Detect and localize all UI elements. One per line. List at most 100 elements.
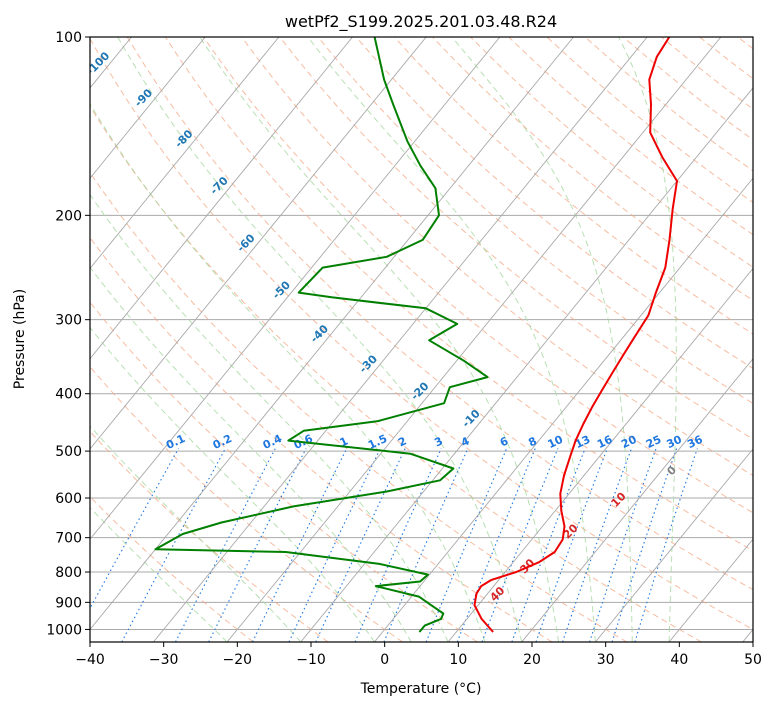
mixing-ratio-label: 25 bbox=[644, 433, 663, 451]
dry-adiabat-line bbox=[432, 37, 753, 301]
isotherm-line bbox=[742, 628, 753, 642]
mixing-ratio-line bbox=[315, 448, 406, 642]
dry-adiabat-line bbox=[317, 37, 753, 404]
dry-adiabat-label: -80 bbox=[172, 127, 195, 150]
x-axis-label: Temperature (°C) bbox=[360, 681, 482, 697]
dry-adiabat-line bbox=[90, 37, 753, 630]
y-tick-label: 800 bbox=[55, 565, 82, 581]
dry-adiabat-line bbox=[546, 37, 753, 204]
mixing-ratio-line bbox=[535, 448, 608, 642]
mixing-ratio-lines bbox=[90, 448, 698, 642]
isotherm-label: 10 bbox=[609, 490, 629, 510]
mixing-ratio-line bbox=[288, 448, 381, 642]
x-tick-label: −20 bbox=[223, 652, 253, 668]
dry-adiabat-line bbox=[90, 366, 403, 642]
mixing-ratio-label: 0.4 bbox=[261, 432, 284, 452]
dry-adiabat-label: -50 bbox=[270, 278, 293, 301]
isotherm-line bbox=[90, 37, 574, 631]
moist-adiabat-line bbox=[618, 37, 677, 642]
sounding-series bbox=[154, 37, 678, 633]
moist-adiabat-line bbox=[90, 193, 449, 642]
dry-adiabat-line bbox=[90, 430, 329, 642]
mixing-ratio-label: 36 bbox=[685, 433, 705, 451]
y-tick-label: 900 bbox=[55, 595, 82, 611]
mixing-ratio-label: 20 bbox=[619, 433, 639, 451]
mixing-ratio-label: 10 bbox=[546, 433, 566, 451]
mixing-ratio-label: 16 bbox=[595, 433, 615, 451]
y-tick-label: 400 bbox=[55, 387, 82, 403]
temperature-line bbox=[473, 37, 678, 633]
dry-adiabat-line bbox=[279, 37, 753, 440]
mixing-ratio-line bbox=[481, 448, 559, 642]
dry-adiabat-label: -10 bbox=[460, 407, 483, 430]
dry-adiabat-label: -40 bbox=[308, 322, 331, 345]
mixing-ratio-line bbox=[383, 448, 469, 642]
x-tick-label: −40 bbox=[75, 652, 105, 668]
dewpoint-line bbox=[154, 37, 489, 633]
dry-adiabat-line bbox=[661, 37, 753, 110]
plot-frame bbox=[89, 36, 754, 643]
isotherm-line bbox=[226, 37, 722, 642]
dry-adiabat-line bbox=[393, 37, 753, 335]
moist-adiabat-line bbox=[90, 326, 375, 642]
dry-adiabat-line bbox=[508, 37, 753, 236]
x-tick-label: 0 bbox=[380, 652, 389, 668]
mixing-ratio-line bbox=[354, 448, 442, 642]
mixing-ratio-line bbox=[511, 448, 586, 642]
moist-adiabat-line bbox=[199, 37, 560, 642]
dry-adiabat-label: -20 bbox=[408, 379, 431, 402]
isotherm-line bbox=[90, 37, 206, 179]
x-tick-label: 40 bbox=[670, 652, 688, 668]
dry-adiabat-label: -60 bbox=[234, 231, 257, 254]
mixing-ratio-line bbox=[90, 448, 179, 610]
dry-adiabat-line bbox=[470, 37, 753, 268]
isotherm-line bbox=[0, 37, 58, 642]
chart-title: wetPf2_S199.2025.201.03.48.R24 bbox=[285, 12, 557, 32]
mixing-ratio-label: 2 bbox=[396, 434, 408, 449]
y-tick-label: 700 bbox=[55, 531, 82, 547]
x-tick-label: 30 bbox=[597, 652, 615, 668]
isotherm-line bbox=[90, 37, 501, 540]
mixing-ratio-label: 4 bbox=[459, 434, 472, 449]
isotherm-line bbox=[90, 37, 353, 360]
x-tick-label: 20 bbox=[523, 652, 541, 668]
mixing-ratio-line bbox=[611, 448, 678, 642]
isotherm-lines bbox=[0, 37, 753, 642]
mixing-ratio-line bbox=[456, 448, 536, 642]
mixing-ratio-line bbox=[562, 448, 633, 642]
moist-adiabat-line bbox=[307, 37, 596, 642]
isotherm-line bbox=[521, 357, 753, 642]
moist-adiabat-line bbox=[451, 37, 633, 642]
dry-adiabat-line bbox=[241, 37, 753, 477]
isotherm-line bbox=[374, 177, 753, 642]
dry-adiabat-label: -100 bbox=[84, 49, 113, 78]
reference-line-labels: 0.1 0.2 0.4 0.6 1 1.5 2 3 4 6 8 10 13 16 20 25 30 36-100-… bbox=[84, 49, 705, 604]
y-tick-label: 300 bbox=[55, 313, 82, 329]
dry-adiabat-line bbox=[584, 37, 753, 172]
x-tick-label: 10 bbox=[449, 652, 467, 668]
x-tick-label: −10 bbox=[296, 652, 326, 668]
isotherm-line bbox=[153, 37, 648, 642]
dry-adiabat-label: -30 bbox=[357, 352, 380, 375]
x-tick-label: 50 bbox=[744, 652, 762, 668]
isotherm-line bbox=[595, 448, 753, 642]
dry-adiabat-line bbox=[126, 37, 753, 591]
y-tick-label: 600 bbox=[55, 491, 82, 507]
y-tick-label: 100 bbox=[55, 30, 82, 46]
moist-adiabat-line bbox=[117, 37, 523, 642]
mixing-ratio-line bbox=[175, 448, 276, 642]
mixing-ratio-line bbox=[208, 448, 307, 642]
mixing-ratio-label: 0.1 bbox=[164, 432, 187, 452]
mixing-ratio-line bbox=[425, 448, 508, 642]
dry-adiabat-line bbox=[203, 37, 753, 514]
moist-adiabat-line bbox=[90, 506, 228, 642]
mixing-ratio-label: 30 bbox=[665, 433, 685, 451]
isotherm-line bbox=[447, 267, 753, 642]
dry-adiabat-line bbox=[90, 301, 478, 642]
isotherm-line bbox=[90, 37, 280, 270]
x-tick-label: −30 bbox=[149, 652, 179, 668]
y-tick-label: 200 bbox=[55, 208, 82, 224]
isotherm-line bbox=[668, 538, 753, 642]
y-tick-label: 500 bbox=[55, 444, 82, 460]
